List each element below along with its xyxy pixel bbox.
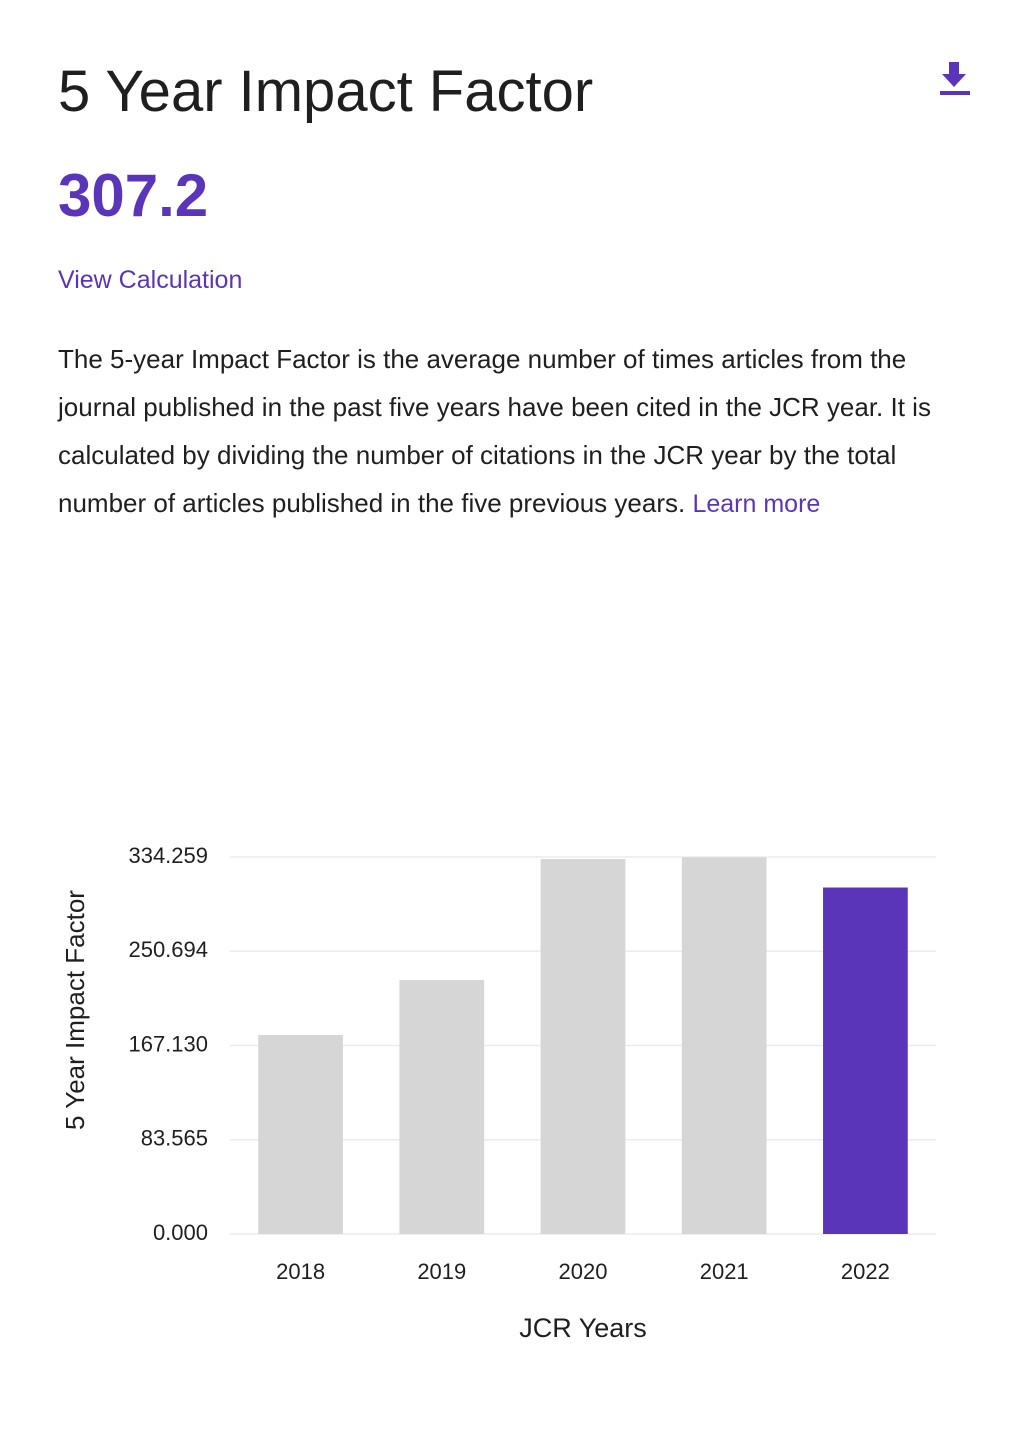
download-icon[interactable]	[938, 60, 972, 96]
view-calculation-link[interactable]: View Calculation	[58, 266, 243, 294]
title: 5 Year Impact Factor	[58, 59, 594, 124]
y-tick-label: 334.259	[128, 843, 208, 868]
y-tick-label: 83.565	[141, 1126, 208, 1151]
bar	[258, 1035, 343, 1234]
y-axis-label: 5 Year Impact Factor	[60, 890, 90, 1130]
description: The 5-year Impact Factor is the average …	[58, 335, 978, 528]
bar	[823, 887, 908, 1234]
bar	[681, 857, 767, 1234]
x-axis-label: JCR Years	[519, 1313, 647, 1343]
x-tick-label: 2022	[841, 1259, 890, 1284]
y-tick-label: 0.000	[153, 1220, 208, 1245]
metric-value: 307.2	[58, 162, 209, 229]
y-tick-label: 167.130	[128, 1031, 208, 1056]
bar	[399, 980, 485, 1234]
x-tick-label: 2021	[700, 1259, 749, 1284]
x-tick-label: 2019	[417, 1259, 466, 1284]
x-tick-label: 2018	[276, 1259, 325, 1284]
description-text: The 5-year Impact Factor is the average …	[58, 344, 931, 518]
y-tick-label: 250.694	[128, 937, 208, 962]
x-tick-label: 2020	[559, 1259, 608, 1284]
bar	[540, 858, 626, 1234]
learn-more-link[interactable]: Learn more	[692, 490, 821, 518]
